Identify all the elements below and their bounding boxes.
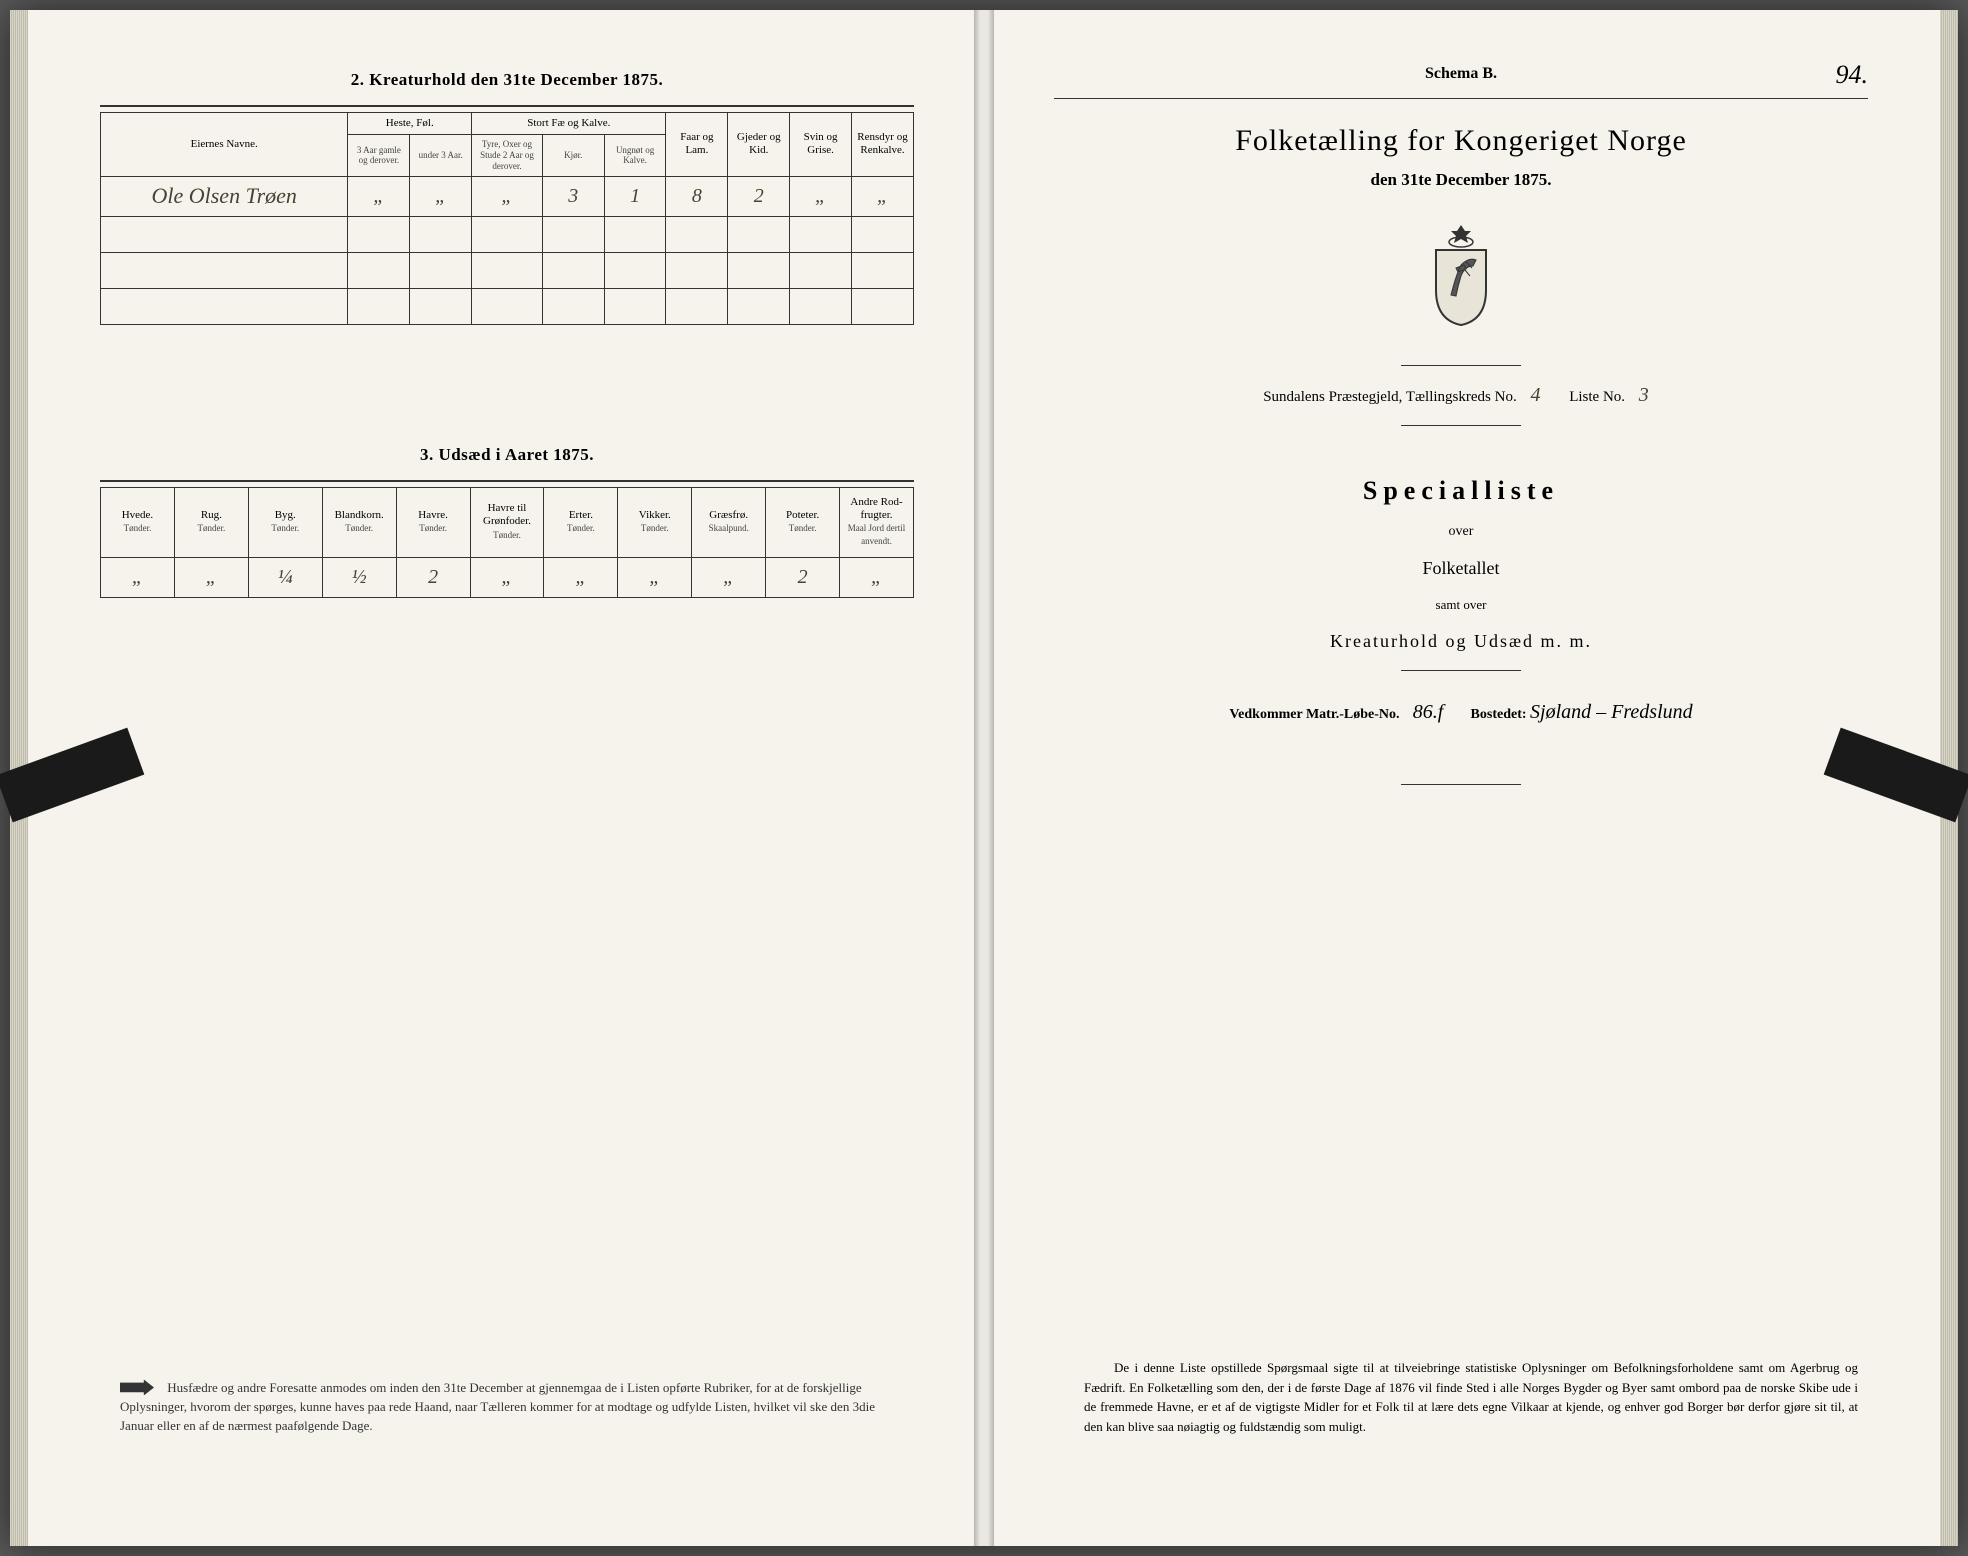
bostedet-value: Sjøland – Fredslund (1530, 701, 1693, 724)
section3: 3. Udsæd i Aaret 1875. Hvede.Tønder. Rug… (100, 445, 914, 598)
col-erter: Erter.Tønder. (544, 487, 618, 557)
section3-title: 3. Udsæd i Aaret 1875. (100, 445, 914, 465)
cell: „ (840, 557, 914, 597)
cell: „ (410, 176, 472, 216)
col-hvede: Hvede.Tønder. (101, 487, 175, 557)
col-gjeder: Gjeder og Kid. (728, 113, 790, 177)
col-heste-group: Heste, Føl. (348, 113, 472, 135)
cell: „ (692, 557, 766, 597)
col-heste-b: under 3 Aar. (410, 135, 472, 176)
col-svin: Svin og Grise. (790, 113, 852, 177)
folketallet-label: Folketallet (1054, 558, 1868, 579)
liste-no: 3 (1629, 384, 1659, 407)
left-page: 2. Kreaturhold den 31te December 1875. E… (10, 10, 984, 1546)
pointing-hand-icon (120, 1379, 154, 1395)
table-row (101, 288, 914, 324)
divider (100, 480, 914, 482)
cell: 2 (728, 176, 790, 216)
matr-line: Vedkommer Matr.-Løbe-No. 86.f Bostedet: … (1054, 701, 1868, 724)
book-spread: 2. Kreaturhold den 31te December 1875. E… (10, 10, 1958, 1546)
cell: „ (618, 557, 692, 597)
col-blandkorn: Blandkorn.Tønder. (322, 487, 396, 557)
cell: „ (852, 176, 914, 216)
cell: „ (348, 176, 410, 216)
cell: 2 (396, 557, 470, 597)
bostedet-label: Bostedet: (1471, 707, 1527, 722)
cell: 1 (604, 176, 666, 216)
col-andre: Andre Rod-frugter.Maal Jord dertil anven… (840, 487, 914, 557)
right-page: 94. Schema B. Folketælling for Kongerige… (984, 10, 1958, 1546)
over-label: over (1054, 524, 1868, 540)
kreatur-line: Kreaturhold og Udsæd m. m. (1054, 631, 1868, 652)
col-stort-group: Stort Fæ og Kalve. (472, 113, 666, 135)
cell: 8 (666, 176, 728, 216)
coat-of-arms-icon (1054, 220, 1868, 335)
section2-title: 2. Kreaturhold den 31te December 1875. (100, 70, 914, 90)
col-faar: Faar og Lam. (666, 113, 728, 177)
right-footnote: De i denne Liste opstillede Spørgsmaal s… (1084, 1358, 1858, 1436)
main-title: Folketælling for Kongeriget Norge (1054, 124, 1868, 158)
col-stort-a: Tyre, Oxer og Stude 2 Aar og derover. (472, 135, 543, 176)
col-rug: Rug.Tønder. (174, 487, 248, 557)
cell: ½ (322, 557, 396, 597)
kreaturhold-table: Eiernes Navne. Heste, Føl. Stort Fæ og K… (100, 112, 914, 325)
table-row: Ole Olsen Trøen „ „ „ 3 1 8 2 „ „ (101, 176, 914, 216)
parish-line: Sundalens Præstegjeld, Tællingskreds No.… (1054, 384, 1868, 407)
table-row: „ „ ¼ ½ 2 „ „ „ „ 2 „ (101, 557, 914, 597)
col-poteter: Poteter.Tønder. (766, 487, 840, 557)
divider (1401, 784, 1521, 785)
cell: „ (544, 557, 618, 597)
book-spine (974, 10, 994, 1546)
cell: 2 (766, 557, 840, 597)
udsaed-table: Hvede.Tønder. Rug.Tønder. Byg.Tønder. Bl… (100, 487, 914, 598)
col-graesfro: Græsfrø.Skaalpund. (692, 487, 766, 557)
liste-label: Liste No. (1569, 389, 1625, 405)
cell: „ (470, 557, 544, 597)
col-havretil: Havre til Grønfoder.Tønder. (470, 487, 544, 557)
cell: „ (790, 176, 852, 216)
col-vikker: Vikker.Tønder. (618, 487, 692, 557)
matr-no: 86.f (1403, 701, 1453, 724)
left-footnote: Husfædre og andre Foresatte anmodes om i… (120, 1379, 904, 1436)
specialliste-title: Specialliste (1054, 476, 1868, 506)
divider (1401, 670, 1521, 671)
cell: „ (472, 176, 543, 216)
samt-over-label: samt over (1054, 597, 1868, 613)
cell: 3 (542, 176, 604, 216)
divider (1401, 365, 1521, 366)
col-stort-b: Kjør. (542, 135, 604, 176)
divider (100, 105, 914, 107)
col-havre: Havre.Tønder. (396, 487, 470, 557)
schema-label: Schema B. (1054, 65, 1868, 83)
kreds-no: 4 (1520, 384, 1550, 407)
matr-label: Vedkommer Matr.-Løbe-No. (1229, 707, 1399, 722)
sub-title: den 31te December 1875. (1054, 170, 1868, 190)
footnote-text: Husfædre og andre Foresatte anmodes om i… (120, 1380, 875, 1433)
col-heste-a: 3 Aar gamle og derover. (348, 135, 410, 176)
divider (1401, 425, 1521, 426)
owner-name: Ole Olsen Trøen (101, 176, 348, 216)
cell: „ (174, 557, 248, 597)
page-number: 94. (1836, 60, 1869, 90)
table-row (101, 216, 914, 252)
col-name: Eiernes Navne. (101, 113, 348, 177)
table-row (101, 252, 914, 288)
col-stort-c: Ungnøt og Kalve. (604, 135, 666, 176)
cell: ¼ (248, 557, 322, 597)
parish-label: Sundalens Præstegjeld, Tællingskreds No. (1263, 389, 1516, 405)
col-rensdyr: Rensdyr og Renkalve. (852, 113, 914, 177)
divider (1054, 98, 1868, 99)
col-byg: Byg.Tønder. (248, 487, 322, 557)
cell: „ (101, 557, 175, 597)
